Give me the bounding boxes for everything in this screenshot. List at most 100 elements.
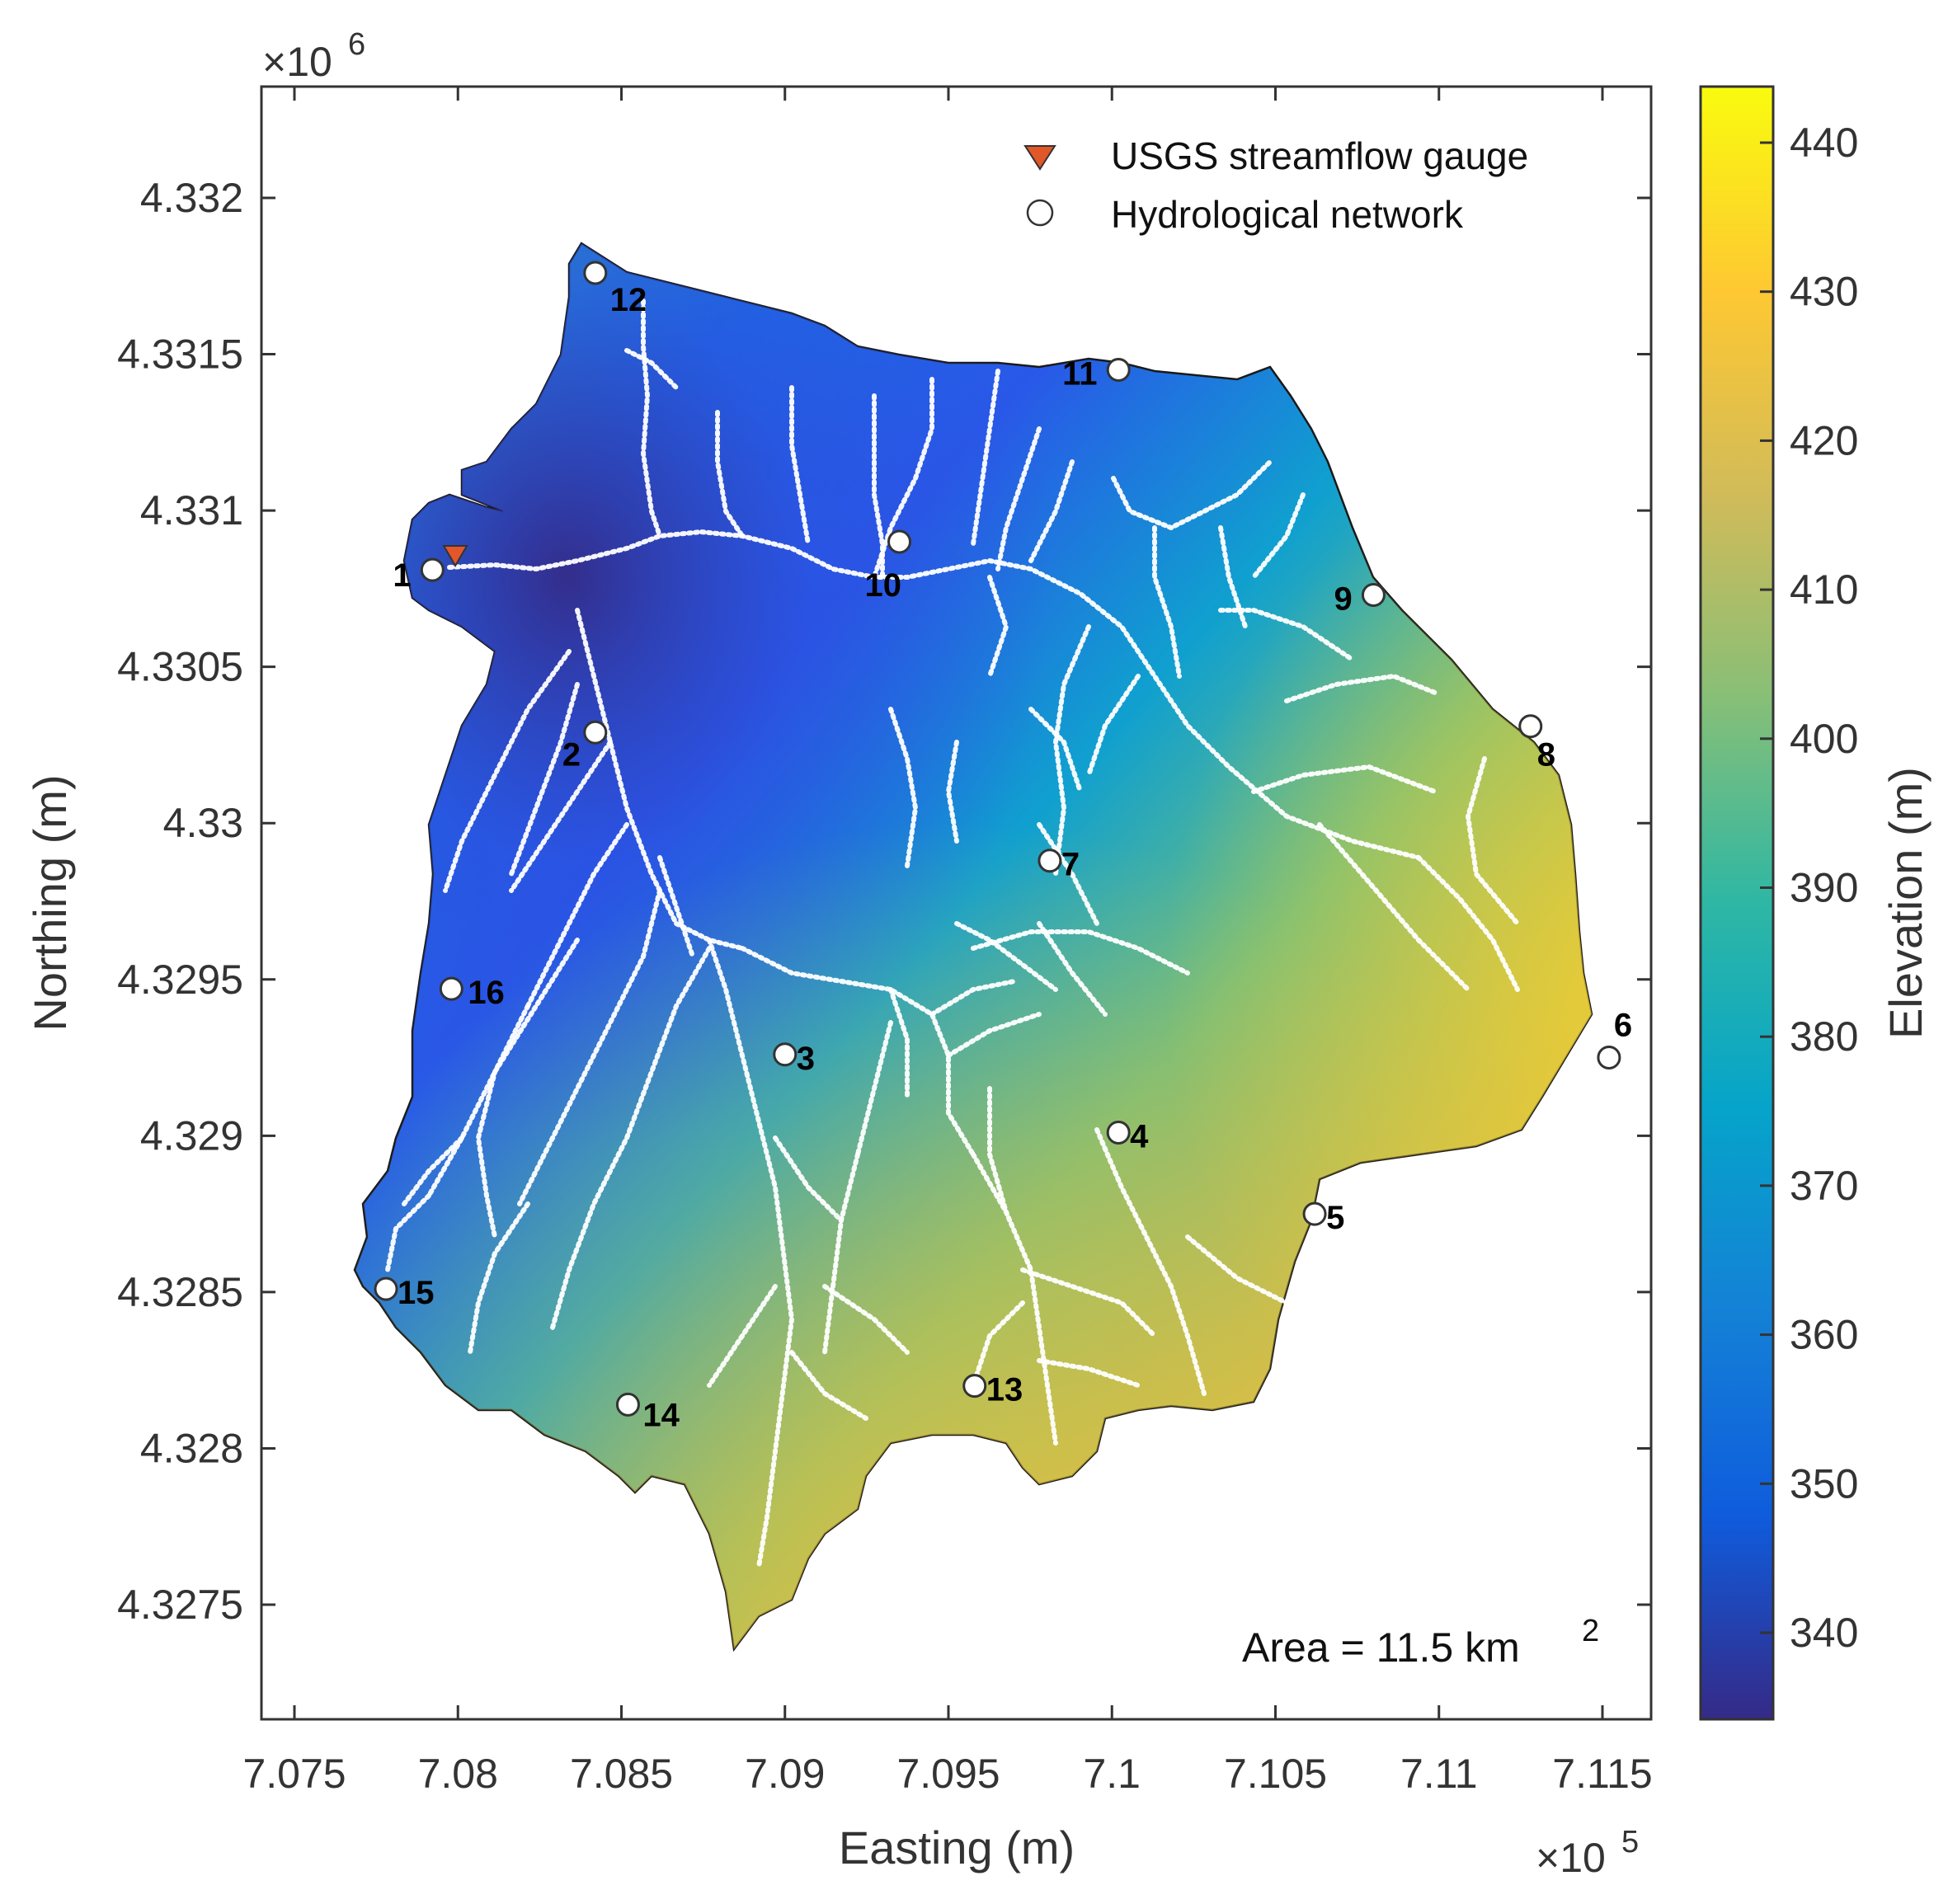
stream-network [385, 299, 1520, 1569]
y-axis-multiplier-exponent: 6 [348, 27, 365, 62]
station-label: 13 [986, 1372, 1023, 1408]
stream-segment [971, 1300, 1025, 1388]
stream-segment [946, 1012, 1042, 1058]
x-tick-label: 7.115 [1552, 1751, 1652, 1797]
x-axis-ticks: 7.075 7.08 7.085 7.09 7.095 7.1 7.105 7.11 7.115 [242, 87, 1653, 1797]
stream-segment [1037, 1358, 1141, 1388]
stream-segment [971, 369, 1000, 547]
x-axis-multiplier-exponent: 5 [1621, 1825, 1639, 1859]
stream-segment [789, 1350, 868, 1421]
colorbar-tick-label: 430 [1790, 269, 1858, 315]
x-tick-label: 7.095 [896, 1751, 1000, 1797]
station-marker [1302, 1201, 1327, 1226]
stream-segment [575, 608, 745, 951]
x-tick-label: 7.085 [570, 1751, 673, 1797]
y-axis-label: Northing (m) [24, 774, 76, 1031]
x-tick-label: 7.075 [242, 1751, 346, 1797]
stream-segment [1152, 525, 1182, 679]
gauge-layer [442, 544, 468, 567]
stream-segment [641, 299, 662, 538]
stream-segment [1251, 764, 1437, 794]
stream-segment [707, 1284, 778, 1388]
stream-segment [1028, 707, 1083, 794]
colorbar-label: Elevation (m) [1880, 767, 1932, 1039]
station-label: 8 [1537, 737, 1555, 773]
network-legend-icon [1026, 199, 1054, 227]
stream-segment [1317, 822, 1470, 992]
y-tick-label: 4.3305 [117, 644, 243, 690]
stream-segment [946, 740, 959, 844]
stream-segment [447, 529, 1421, 860]
stream-segment [1028, 459, 1075, 563]
y-tick-label: 4.332 [140, 175, 243, 221]
y-tick-label: 4.3285 [117, 1269, 243, 1315]
y-axis-multiplier: ×10 [262, 39, 332, 85]
colorbar-gradient [1699, 85, 1775, 1721]
stream-segment [1284, 674, 1437, 703]
stream-segment [1053, 624, 1091, 877]
station-marker [773, 1042, 798, 1067]
station-label: 16 [468, 975, 505, 1011]
station-marker [439, 976, 463, 1001]
station-marker [1106, 1121, 1131, 1145]
stream-segment [740, 946, 976, 1157]
network-legend-label: Hydrological network [1111, 193, 1464, 236]
station-label: 10 [865, 567, 902, 604]
station-marker [1597, 1046, 1621, 1070]
area-exponent: 2 [1582, 1614, 1599, 1648]
stream-segment [822, 1152, 860, 1355]
area-text: Area = 11.5 km [1242, 1624, 1520, 1671]
x-tick-label: 7.08 [418, 1751, 498, 1797]
y-tick-label: 4.3295 [117, 957, 243, 1003]
stream-segment [971, 929, 1190, 976]
stream-segment [1094, 1127, 1207, 1396]
station-label: 7 [1061, 847, 1080, 883]
stream-segment [789, 385, 811, 547]
station-label: 14 [642, 1397, 680, 1433]
colorbar-tick-label: 440 [1790, 120, 1858, 166]
colorbar-ticks: 440 430 420 410 400 390 380 370 360 350 340 [1760, 120, 1858, 1656]
stream-segment [1218, 525, 1248, 629]
colorbar-tick-label: 360 [1790, 1312, 1858, 1358]
station-marker [420, 557, 445, 582]
stream-segment [822, 1284, 910, 1355]
stream-segment [1020, 1267, 1157, 1338]
colorbar-tick-label: 390 [1790, 865, 1858, 911]
station-marker [374, 1276, 398, 1301]
stream-segment [1185, 1234, 1289, 1305]
station-marker [1361, 582, 1386, 607]
stream-segment [987, 575, 1009, 679]
station-marker [615, 1392, 640, 1417]
colorbar-tick-label: 340 [1790, 1610, 1858, 1656]
y-axis-ticks: 4.332 4.3315 4.331 4.3305 4.33 4.3295 4.329 4.3… [117, 175, 1651, 1628]
station-label: 9 [1334, 581, 1352, 617]
stream-segment [468, 1201, 530, 1355]
colorbar-tick-label: 410 [1790, 566, 1858, 613]
x-tick-label: 7.1 [1083, 1751, 1141, 1797]
colorbar-tick-label: 420 [1790, 417, 1858, 463]
colorbar-tick-label: 350 [1790, 1460, 1858, 1507]
stream-segment [517, 888, 662, 1206]
stream-segment [1416, 855, 1520, 992]
stream-segment [1466, 756, 1520, 926]
y-tick-label: 4.33 [163, 800, 243, 846]
station-label: 12 [610, 282, 647, 318]
station-label: 4 [1130, 1119, 1149, 1155]
stream-segment [1111, 459, 1273, 530]
stream-segment [476, 1004, 530, 1239]
stream-segment [657, 855, 695, 959]
station-marker [583, 720, 608, 745]
x-axis-label: Easting (m) [839, 1822, 1075, 1873]
y-tick-label: 4.329 [140, 1112, 243, 1159]
stream-segment [624, 348, 679, 390]
y-tick-label: 4.331 [140, 487, 243, 534]
gauge-legend-label: USGS streamflow gauge [1111, 134, 1528, 177]
stream-segment [1086, 674, 1141, 778]
station-label: 2 [562, 736, 581, 773]
station-marker [1038, 849, 1062, 873]
y-tick-label: 4.3275 [117, 1582, 243, 1628]
stream-segment [550, 946, 712, 1330]
stream-segment [995, 426, 1042, 571]
